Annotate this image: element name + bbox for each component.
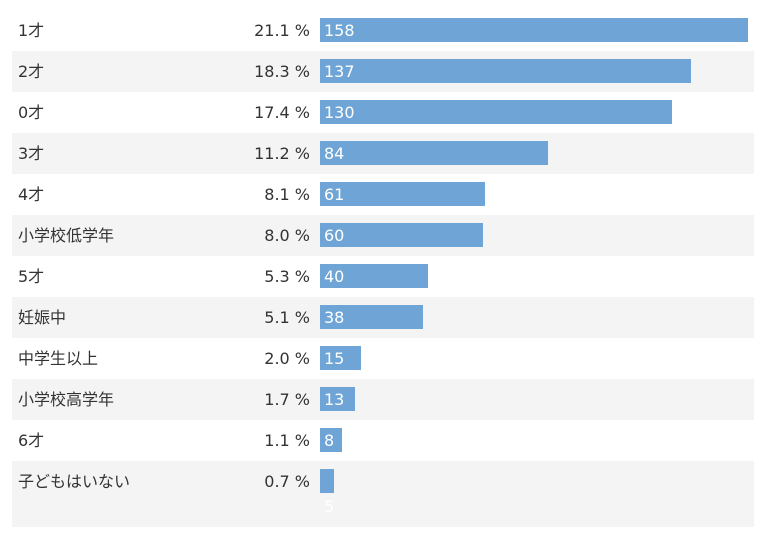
chart-row: 小学校高学年 1.7 % 13 bbox=[12, 379, 754, 420]
category-label: 子どもはいない bbox=[18, 472, 131, 491]
bar bbox=[320, 387, 355, 411]
category-label: 3才 bbox=[18, 144, 45, 163]
percentage-label: 2.0 % bbox=[264, 349, 310, 368]
bar bbox=[320, 100, 672, 124]
bar bbox=[320, 182, 485, 206]
percentage-label: 0.7 % bbox=[264, 472, 310, 491]
category-label: 中学生以上 bbox=[18, 349, 99, 368]
chart-row: 0才 17.4 % 130 bbox=[12, 92, 754, 133]
category-label: 小学校低学年 bbox=[18, 226, 115, 245]
value-label: 40 bbox=[324, 267, 345, 286]
bar bbox=[320, 428, 342, 452]
chart-row: 小学校低学年 8.0 % 60 bbox=[12, 215, 754, 256]
chart-row: 4才 8.1 % 61 bbox=[12, 174, 754, 215]
value-label: 60 bbox=[324, 226, 345, 245]
chart-row: 中学生以上 2.0 % 15 bbox=[12, 338, 754, 379]
chart-row: 妊娠中 5.1 % 38 bbox=[12, 297, 754, 338]
value-label: 15 bbox=[324, 349, 345, 368]
category-label: 2才 bbox=[18, 62, 45, 81]
category-label: 0才 bbox=[18, 103, 45, 122]
value-label: 13 bbox=[324, 390, 345, 409]
value-label: 5 bbox=[324, 497, 335, 516]
chart-row: 2才 18.3 % 137 bbox=[12, 51, 754, 92]
percentage-label: 21.1 % bbox=[254, 21, 310, 40]
category-label: 1才 bbox=[18, 21, 45, 40]
value-label: 61 bbox=[324, 185, 345, 204]
chart-row: 子どもはいない 0.7 % 5 bbox=[12, 461, 754, 527]
bar bbox=[320, 223, 483, 247]
bar bbox=[320, 346, 361, 370]
percentage-label: 8.0 % bbox=[264, 226, 310, 245]
value-label: 8 bbox=[324, 431, 335, 450]
percentage-label: 18.3 % bbox=[254, 62, 310, 81]
bar bbox=[320, 18, 748, 42]
category-label: 4才 bbox=[18, 185, 45, 204]
percentage-label: 11.2 % bbox=[254, 144, 310, 163]
bar bbox=[320, 59, 691, 83]
chart-row: 6才 1.1 % 8 bbox=[12, 420, 754, 461]
percentage-label: 5.3 % bbox=[264, 267, 310, 286]
bar bbox=[320, 469, 334, 493]
value-label: 158 bbox=[324, 21, 355, 40]
chart-row: 3才 11.2 % 84 bbox=[12, 133, 754, 174]
category-label: 5才 bbox=[18, 267, 45, 286]
category-label: 小学校高学年 bbox=[18, 390, 115, 409]
percentage-label: 1.7 % bbox=[264, 390, 310, 409]
percentage-label: 5.1 % bbox=[264, 308, 310, 327]
percentage-label: 8.1 % bbox=[264, 185, 310, 204]
category-label: 6才 bbox=[18, 431, 45, 450]
bar bbox=[320, 264, 428, 288]
percentage-label: 17.4 % bbox=[254, 103, 310, 122]
bar bbox=[320, 305, 423, 329]
value-label: 84 bbox=[324, 144, 345, 163]
bar bbox=[320, 141, 548, 165]
value-label: 137 bbox=[324, 62, 355, 81]
percentage-label: 1.1 % bbox=[264, 431, 310, 450]
bar-chart: 1才 21.1 % 158 2才 18.3 % 137 0才 17.4 % 130 3才 11.2 … bbox=[12, 10, 754, 527]
chart-row: 5才 5.3 % 40 bbox=[12, 256, 754, 297]
value-label: 38 bbox=[324, 308, 345, 327]
category-label: 妊娠中 bbox=[18, 308, 67, 327]
chart-row: 1才 21.1 % 158 bbox=[12, 10, 754, 51]
value-label: 130 bbox=[324, 103, 355, 122]
